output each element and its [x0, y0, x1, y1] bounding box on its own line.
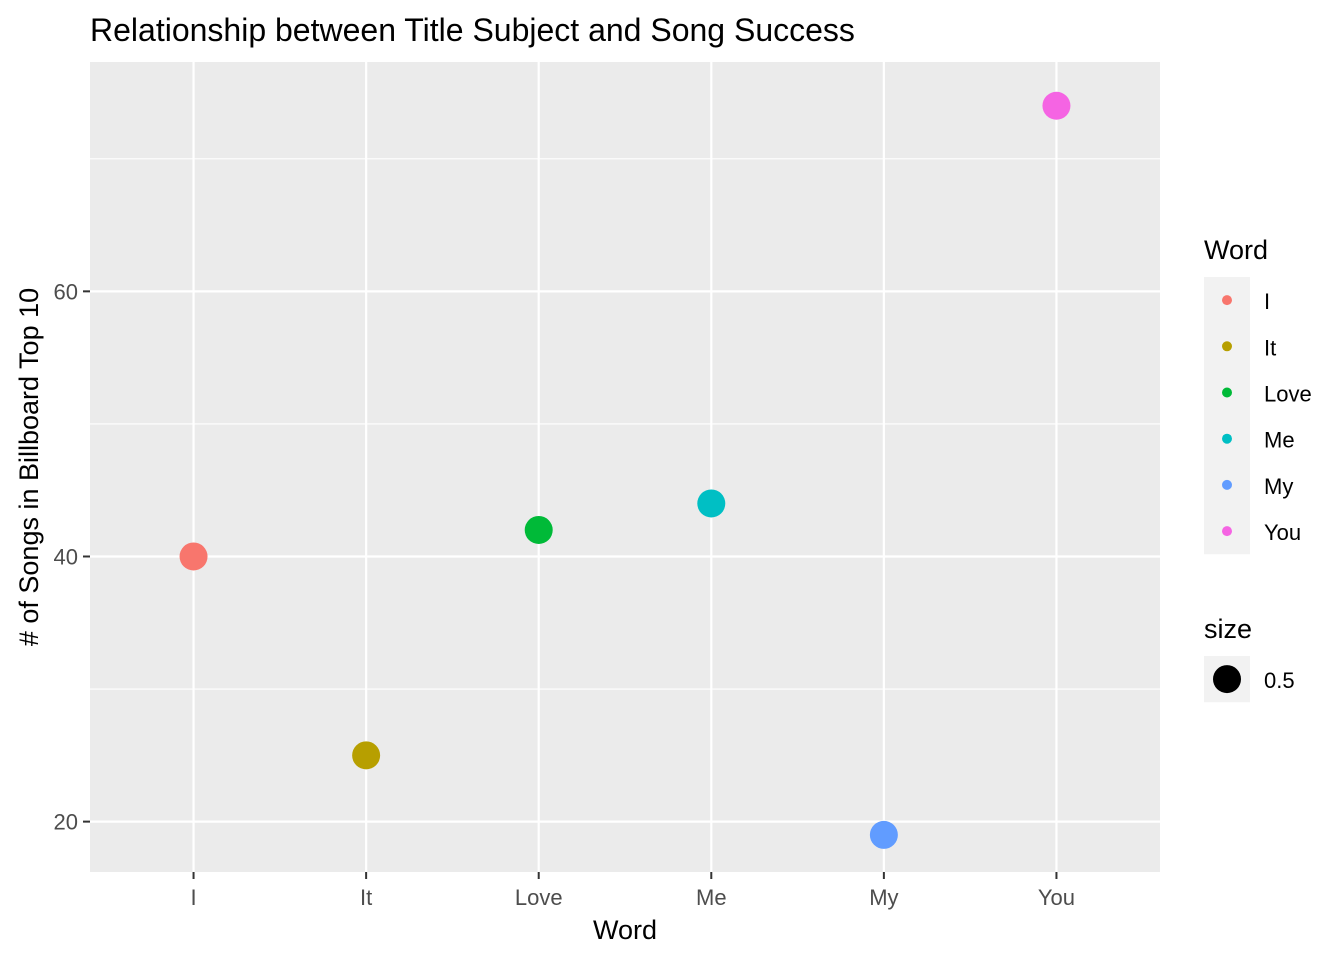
- data-point: [352, 741, 381, 770]
- chart-title: Relationship between Title Subject and S…: [90, 12, 855, 48]
- x-axis-title: Word: [593, 915, 657, 945]
- legend: Word I It Love Me My You size 0.5: [1204, 235, 1312, 703]
- legend-label: Love: [1264, 382, 1312, 407]
- legend-key-swatch: [1222, 341, 1232, 352]
- legend-size-items: 0.5: [1204, 656, 1295, 703]
- legend-color-title: Word: [1204, 235, 1268, 265]
- legend-size-swatch: [1213, 665, 1241, 694]
- y-axis: 20 40 60: [54, 279, 90, 835]
- legend-label: It: [1264, 335, 1276, 360]
- data-point: [524, 515, 553, 544]
- data-point: [869, 820, 898, 849]
- legend-size-title: size: [1204, 614, 1252, 644]
- y-tick-label: 60: [54, 279, 78, 304]
- data-point: [179, 542, 208, 571]
- legend-key-swatch: [1222, 526, 1232, 537]
- y-tick-label: 20: [54, 810, 78, 835]
- x-tick-label: It: [360, 885, 372, 910]
- plot-panel: [90, 62, 1160, 872]
- legend-label: Me: [1264, 428, 1295, 453]
- legend-label: I: [1264, 289, 1270, 314]
- legend-color-items: I It Love Me My You: [1204, 277, 1312, 555]
- legend-key-swatch: [1222, 433, 1232, 444]
- x-tick-label: Love: [515, 885, 563, 910]
- x-tick-label: Me: [696, 885, 727, 910]
- major-gridlines: [90, 62, 1160, 872]
- y-tick-label: 40: [54, 544, 78, 569]
- legend-key-swatch: [1222, 479, 1232, 490]
- legend-key-background: [1204, 277, 1250, 555]
- x-axis: I It Love Me My You: [190, 872, 1075, 910]
- x-tick-label: My: [869, 885, 898, 910]
- y-axis-title: # of Songs in Billboard Top 10: [14, 288, 44, 646]
- minor-gridlines: [90, 158, 1160, 690]
- legend-label: My: [1264, 474, 1293, 499]
- data-point: [697, 489, 726, 518]
- legend-size-label: 0.5: [1264, 668, 1295, 693]
- legend-label: You: [1264, 520, 1301, 545]
- x-tick-label: You: [1038, 885, 1075, 910]
- data-point: [1042, 91, 1071, 120]
- data-points: [179, 91, 1071, 849]
- x-tick-label: I: [190, 885, 196, 910]
- legend-key-swatch: [1222, 387, 1232, 398]
- legend-key-swatch: [1222, 295, 1232, 306]
